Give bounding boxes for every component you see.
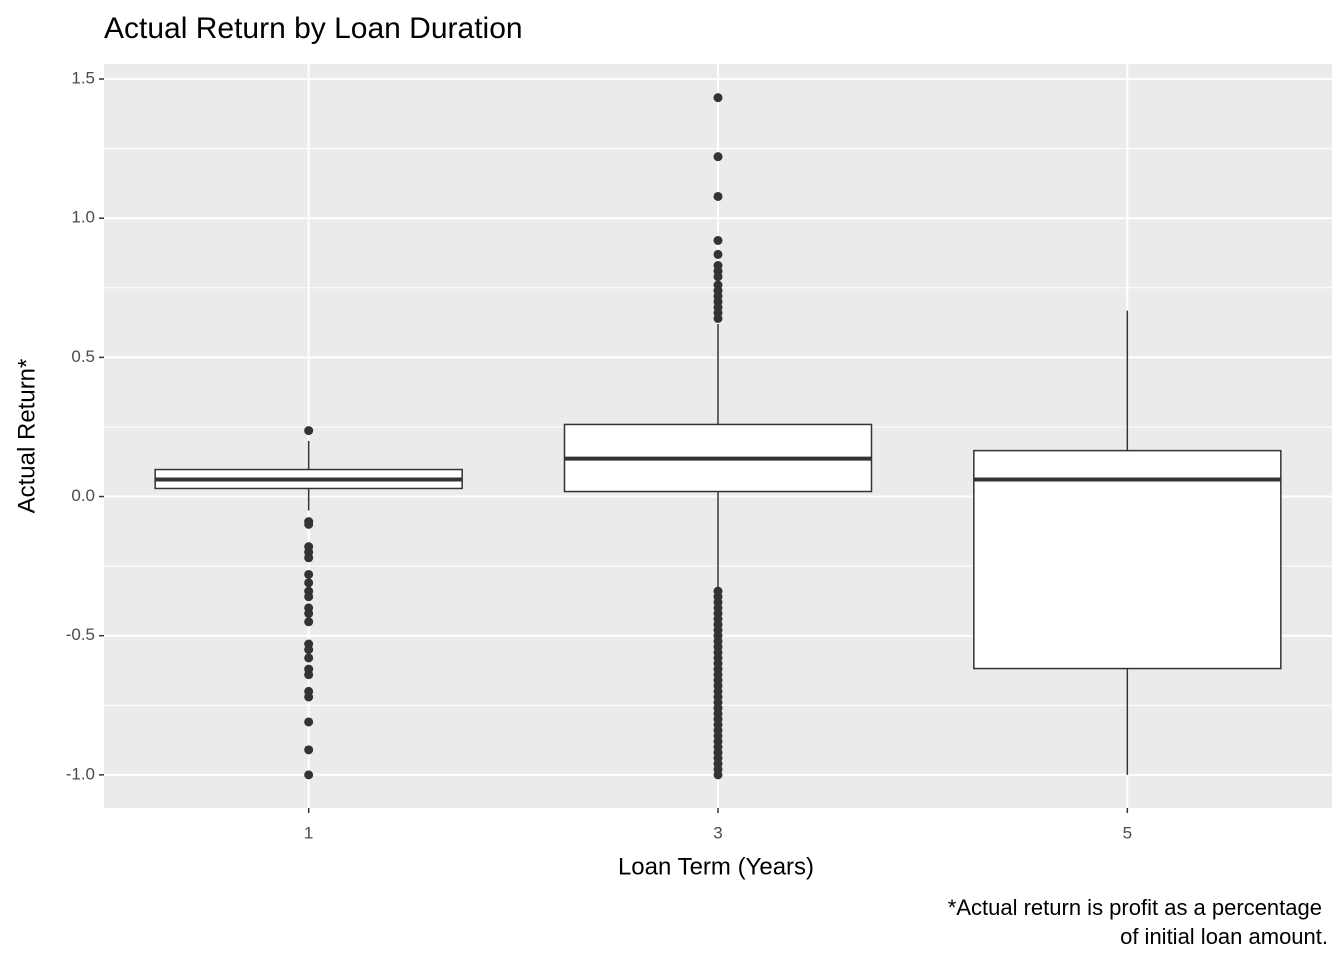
outlier (304, 745, 314, 755)
y-tick-label: 0.5 (71, 347, 95, 366)
box (973, 449, 1282, 670)
outlier (304, 578, 314, 588)
y-tick-label: -0.5 (66, 625, 95, 644)
outlier (304, 592, 314, 602)
caption: *Actual return is profit as a percentage (948, 895, 1322, 920)
caption: of initial loan amount. (1120, 924, 1328, 949)
chart-title: Actual Return by Loan Duration (104, 12, 523, 45)
outlier (713, 249, 723, 259)
x-tick-label: 3 (713, 823, 722, 842)
outlier (304, 617, 314, 627)
outlier (304, 717, 314, 727)
outlier (304, 519, 314, 529)
outlier (304, 569, 314, 579)
outlier (304, 553, 314, 563)
y-tick-label: -1.0 (66, 764, 95, 783)
x-tick-label: 1 (304, 823, 313, 842)
outlier (304, 645, 314, 655)
outlier (713, 93, 723, 103)
outlier (713, 191, 723, 201)
outlier (713, 770, 723, 780)
outlier (713, 235, 723, 245)
y-tick-label: 0.0 (71, 486, 95, 505)
x-tick-label: 5 (1123, 823, 1132, 842)
x-axis-label: Loan Term (Years) (618, 853, 814, 880)
outlier (713, 152, 723, 162)
outlier (304, 692, 314, 702)
outlier (304, 770, 314, 780)
outlier (304, 426, 314, 436)
y-axis-label: Actual Return* (13, 359, 40, 514)
outlier (304, 670, 314, 680)
outlier (713, 272, 723, 282)
y-tick-label: 1.5 (71, 69, 95, 88)
outlier (304, 608, 314, 618)
y-tick-label: 1.0 (71, 208, 95, 227)
outlier (304, 653, 314, 663)
outlier (713, 313, 723, 323)
